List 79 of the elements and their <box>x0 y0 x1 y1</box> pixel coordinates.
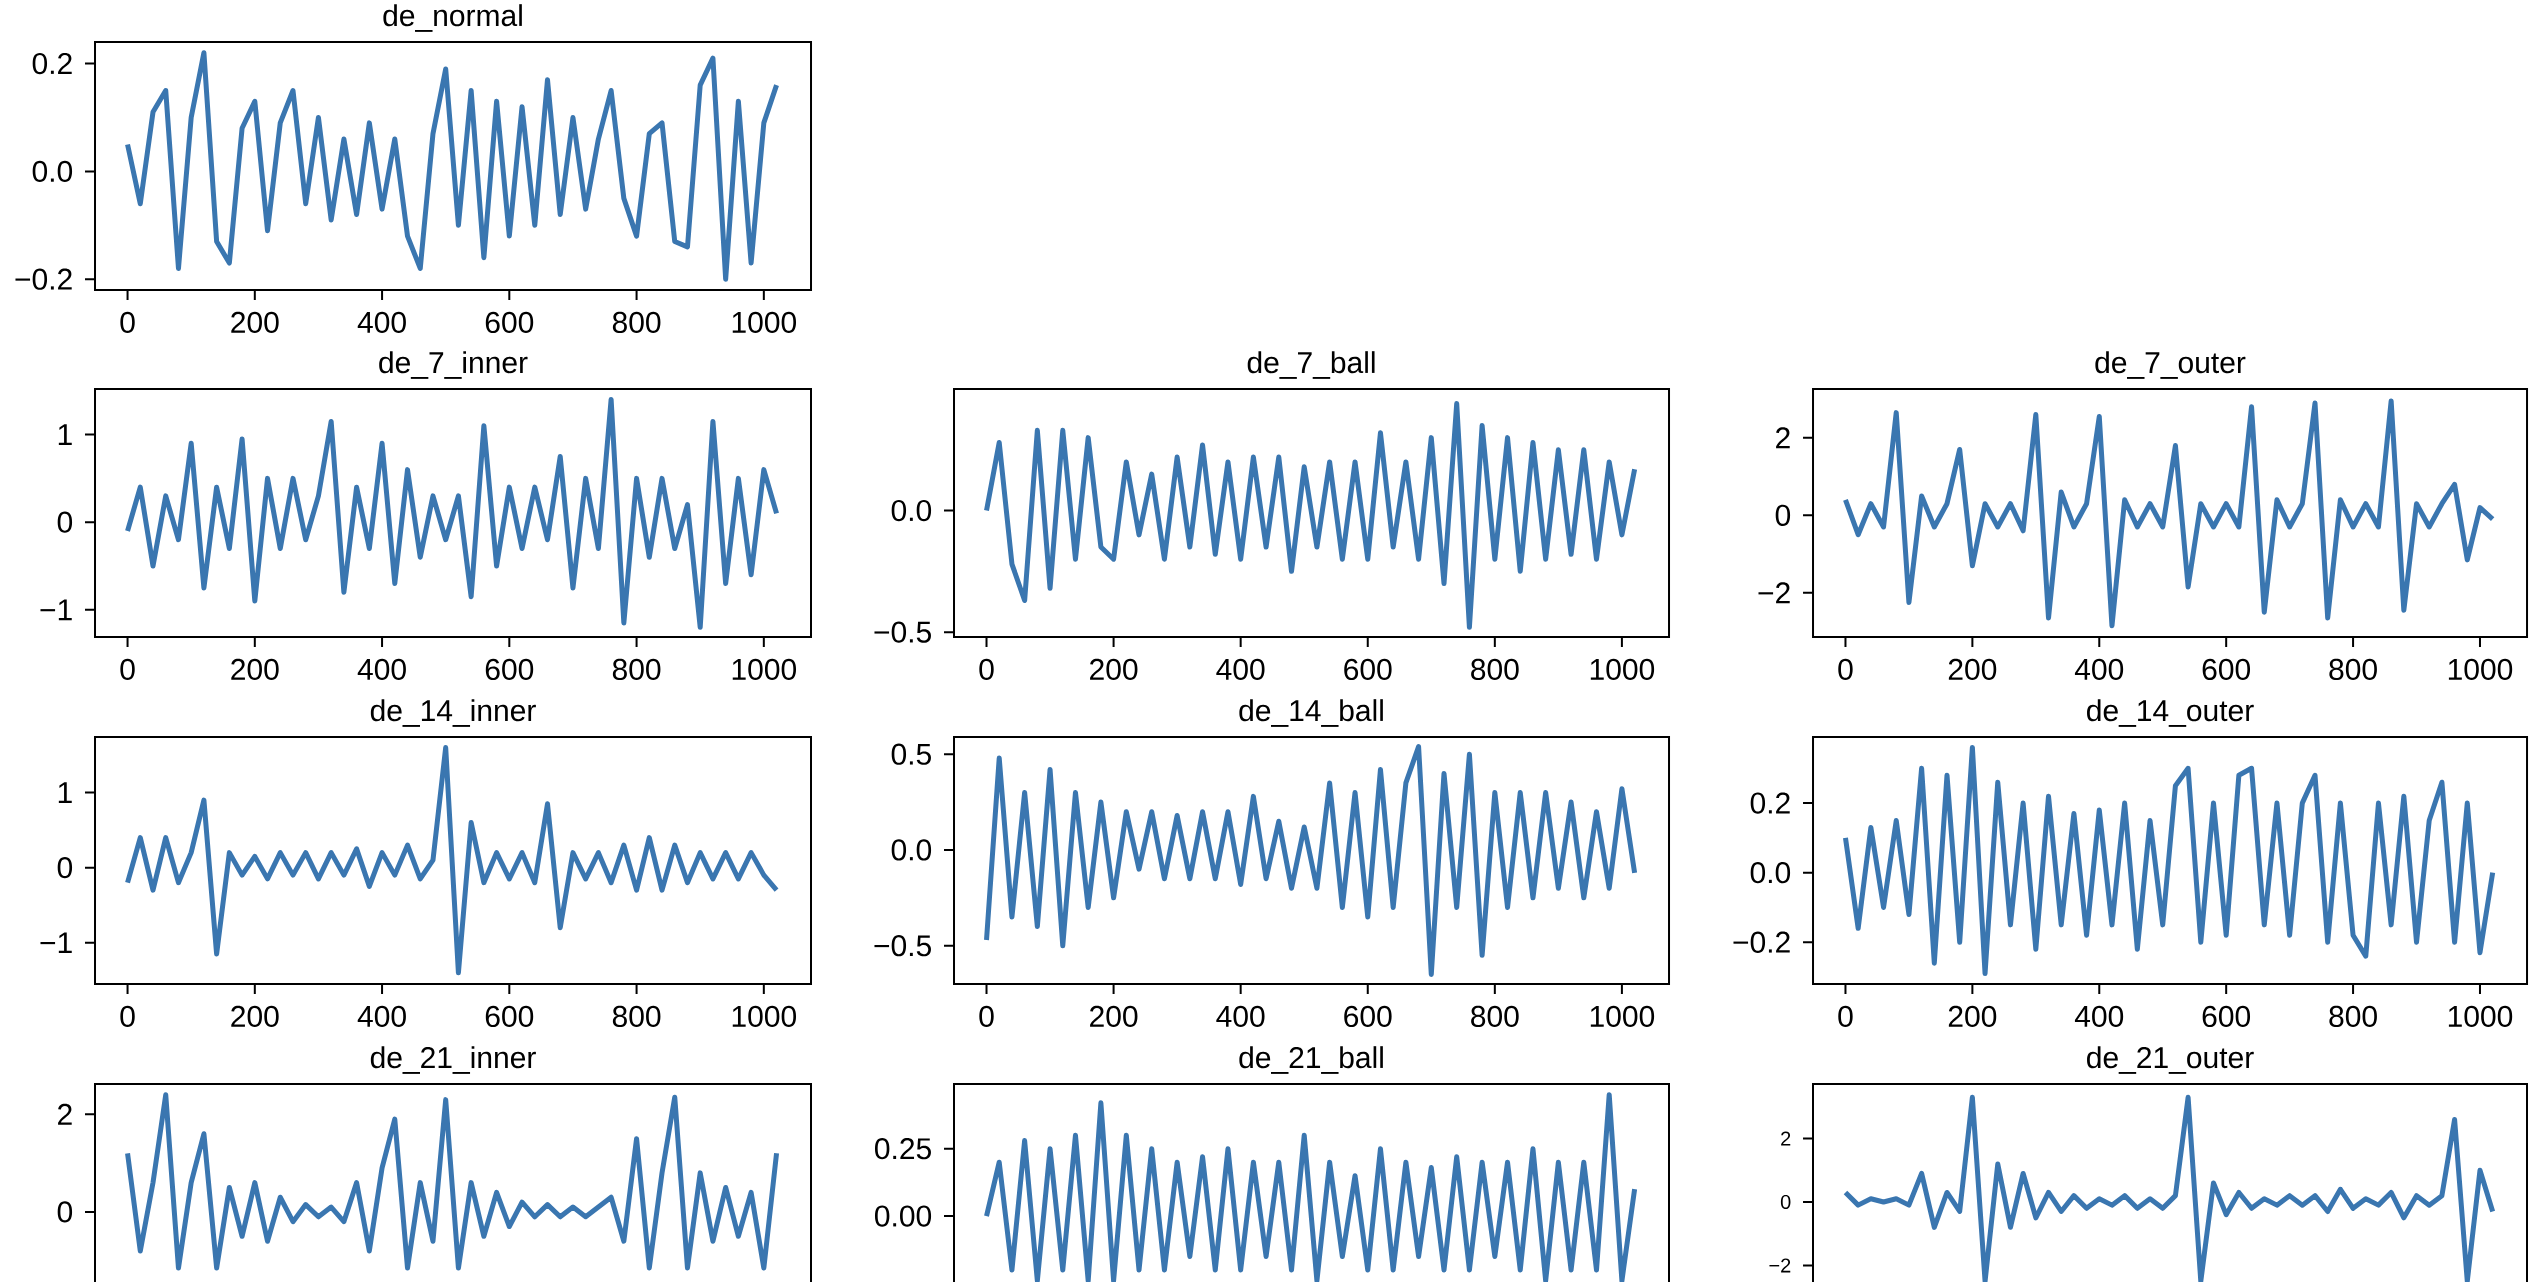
y-tick-label: 0 <box>57 1201 73 1223</box>
x-tick-label: 800 <box>1471 1005 1519 1028</box>
y-tick-label: 0.0 <box>1750 862 1791 884</box>
x-tick-label: 800 <box>2329 1005 2377 1028</box>
x-tick-label: 1000 <box>2448 1005 2513 1028</box>
x-tick-label: 400 <box>2074 1005 2124 1028</box>
x-tick-label: 800 <box>612 311 661 334</box>
x-tick-label: 0 <box>120 658 135 681</box>
x-tick-label: 0 <box>120 311 135 334</box>
y-tick-label: 0.25 <box>874 1138 931 1160</box>
x-tick-label: 200 <box>1090 1005 1138 1028</box>
y-tick-label: 0 <box>1775 504 1791 526</box>
y-tick-label: −0.2 <box>1733 931 1790 953</box>
x-tick-label: 600 <box>1344 658 1392 681</box>
y-tick-label: 0.00 <box>874 1205 932 1227</box>
y-tick-label: −0.2 <box>15 268 72 290</box>
x-tick-label: 1000 <box>732 311 797 334</box>
x-tick-label: 1000 <box>2448 658 2513 681</box>
x-tick-label: 600 <box>485 1005 534 1028</box>
y-tick-label: 0.0 <box>32 160 73 183</box>
y-tick-label: 2 <box>1781 1131 1791 1146</box>
y-tick-label: 0.2 <box>32 52 72 75</box>
y-tick-label: 2 <box>1776 427 1790 449</box>
chart-title: de_14_ball <box>1239 699 1383 727</box>
x-tick-label: 400 <box>357 658 406 681</box>
y-tick-label: −1 <box>40 932 72 954</box>
x-tick-label: 0 <box>1838 658 1853 681</box>
x-tick-label: 800 <box>1471 658 1519 681</box>
chart-title: de_14_outer <box>2087 699 2254 727</box>
chart-title: de_7_outer <box>2095 351 2246 379</box>
y-tick-label: 0.5 <box>891 743 931 765</box>
y-tick-label: 0.0 <box>891 499 932 522</box>
y-tick-label: 1 <box>58 782 72 803</box>
x-tick-label: 0 <box>979 1005 994 1028</box>
x-tick-label: 0 <box>1838 1005 1853 1028</box>
x-tick-label: 600 <box>485 311 534 334</box>
x-tick-label: 0 <box>120 1005 135 1028</box>
x-tick-label: 800 <box>612 658 661 681</box>
x-tick-label: 200 <box>231 658 279 681</box>
x-tick-label: 800 <box>612 1005 661 1028</box>
x-tick-label: 400 <box>1216 658 1265 681</box>
chart-title: de_14_inner <box>370 699 536 727</box>
x-tick-label: 200 <box>1948 1005 1997 1028</box>
y-tick-label: 0.2 <box>1750 792 1790 814</box>
x-tick-label: 1000 <box>732 1005 797 1028</box>
chart-title: de_7_inner <box>379 351 528 379</box>
y-tick-label: 2 <box>58 1103 72 1125</box>
x-tick-label: 800 <box>2329 658 2377 681</box>
chart-title: de_21_ball <box>1239 1046 1383 1074</box>
y-tick-label: −1 <box>40 599 72 621</box>
x-tick-label: 200 <box>1090 658 1138 681</box>
y-tick-label: −0.5 <box>874 935 931 957</box>
x-tick-label: 1000 <box>732 658 797 681</box>
x-tick-label: 400 <box>2074 658 2124 681</box>
x-tick-label: 400 <box>357 311 406 334</box>
y-tick-label: 1 <box>58 424 72 445</box>
x-tick-label: 1000 <box>1590 658 1655 681</box>
y-tick-label: −2 <box>1758 582 1790 604</box>
chart-title: de_21_inner <box>370 1046 536 1074</box>
x-tick-label: 600 <box>2202 1005 2251 1028</box>
x-tick-label: 600 <box>2202 658 2251 681</box>
chart-title: de_7_ball <box>1247 351 1375 379</box>
y-tick-label: −2 <box>1769 1258 1791 1273</box>
x-tick-label: 0 <box>979 658 994 681</box>
y-tick-label: −0.5 <box>874 621 931 643</box>
x-tick-label: 200 <box>231 311 279 334</box>
x-tick-label: 600 <box>1344 1005 1392 1028</box>
x-tick-label: 1000 <box>1590 1005 1655 1028</box>
y-tick-label: 0 <box>57 857 73 879</box>
y-tick-label: 0.0 <box>891 839 932 861</box>
x-tick-label: 200 <box>231 1005 279 1028</box>
x-tick-label: 400 <box>1216 1005 1265 1028</box>
x-tick-label: 400 <box>357 1005 406 1028</box>
x-tick-label: 600 <box>485 658 534 681</box>
y-tick-label: 0 <box>57 511 73 533</box>
y-tick-label: 0 <box>1780 1194 1791 1210</box>
chart-title: de_normal <box>383 4 522 32</box>
chart-title: de_21_outer <box>2087 1046 2254 1074</box>
x-tick-label: 200 <box>1948 658 1997 681</box>
